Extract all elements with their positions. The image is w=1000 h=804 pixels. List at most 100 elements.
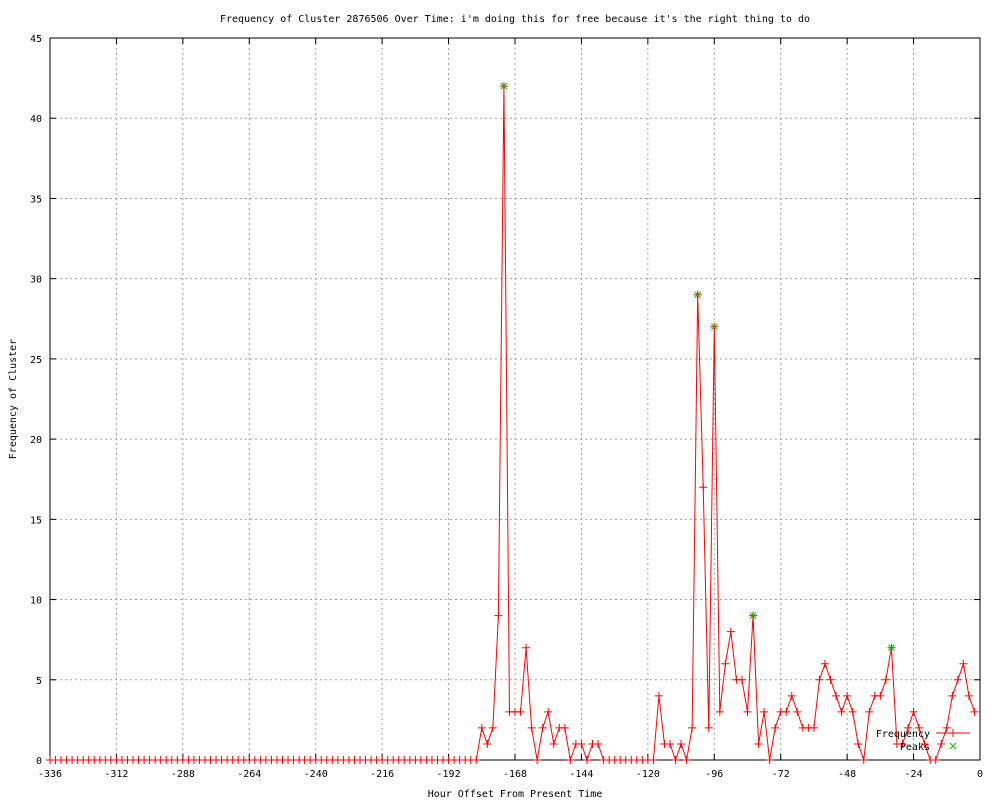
frequency-point <box>538 723 547 732</box>
frequency-point <box>477 723 486 732</box>
frequency-point <box>649 756 658 764</box>
frequency-point <box>898 739 907 748</box>
frequency-point <box>859 756 868 764</box>
frequency-point <box>677 739 686 748</box>
x-tick-label: -120 <box>636 769 660 780</box>
x-tick-label: -192 <box>437 769 461 780</box>
x-tick-label: 0 <box>977 769 983 780</box>
x-tick-label: -72 <box>772 769 790 780</box>
y-tick-label: 10 <box>30 596 42 607</box>
peak-point <box>694 291 702 299</box>
frequency-point <box>826 675 835 684</box>
axes: -336 -312 -288 -264 -240 -216 -192 -168 -144 -120… <box>30 34 983 780</box>
frequency-point <box>793 707 802 716</box>
legend-label-frequency: Frequency <box>876 729 930 740</box>
x-tick-label: -144 <box>569 769 593 780</box>
frequency-point <box>959 659 968 668</box>
frequency-point <box>704 723 713 732</box>
y-tick-label: 35 <box>30 194 42 205</box>
peak-point <box>710 323 718 331</box>
frequency-point <box>832 691 841 700</box>
y-tick-label: 40 <box>30 114 42 125</box>
grid <box>50 38 980 760</box>
frequency-point <box>577 739 586 748</box>
frequency-point <box>843 691 852 700</box>
frequency-point <box>904 723 913 732</box>
frequency-point <box>782 707 791 716</box>
plot-area <box>46 82 979 764</box>
frequency-point <box>948 691 957 700</box>
peak-point <box>888 644 895 652</box>
y-axis-label: Frequency of Cluster <box>8 339 19 459</box>
x-tick-label: -264 <box>237 769 261 780</box>
x-tick-label: -216 <box>370 769 394 780</box>
frequency-point <box>566 756 575 764</box>
frequency-point <box>787 691 796 700</box>
frequency-point <box>815 675 824 684</box>
frequency-point <box>560 723 569 732</box>
frequency-point <box>760 707 769 716</box>
frequency-point <box>721 659 730 668</box>
plot-border <box>49 37 981 761</box>
frequency-point <box>522 643 531 652</box>
frequency-point <box>754 739 763 748</box>
frequency-point <box>737 675 746 684</box>
frequency-point <box>671 756 680 764</box>
frequency-point <box>876 691 885 700</box>
frequency-point <box>527 723 536 732</box>
frequency-point <box>854 739 863 748</box>
x-tick-label: -336 <box>38 769 62 780</box>
frequency-point <box>494 611 503 620</box>
frequency-point <box>865 707 874 716</box>
frequency-point <box>483 739 492 748</box>
y-tick-label: 25 <box>30 355 42 366</box>
frequency-point <box>582 756 591 764</box>
frequency-point <box>549 739 558 748</box>
x-tick-label: -312 <box>104 769 128 780</box>
peak-point <box>749 612 757 619</box>
frequency-point <box>594 739 603 748</box>
y-tick-label: 20 <box>30 435 42 446</box>
frequency-point <box>654 691 663 700</box>
frequency-point <box>964 691 973 700</box>
frequency-line <box>50 86 975 762</box>
frequency-point <box>881 675 890 684</box>
frequency-point <box>472 756 481 764</box>
y-tick-label: 0 <box>36 756 42 767</box>
chart-title: Frequency of Cluster 2876506 Over Time: … <box>220 14 810 25</box>
legend-label-peaks: Peaks <box>900 742 930 753</box>
frequency-point <box>909 707 918 716</box>
frequency-point <box>516 707 525 716</box>
x-tick-label: -24 <box>905 769 923 780</box>
frequency-point <box>743 707 752 716</box>
x-tick-label: -48 <box>838 769 856 780</box>
frequency-point <box>715 707 724 716</box>
frequency-point <box>953 675 962 684</box>
frequency-point <box>666 739 674 748</box>
y-tick-label: 5 <box>36 676 42 687</box>
frequency-point <box>821 659 829 668</box>
x-axis-label: Hour Offset From Present Time <box>428 789 603 800</box>
peak-point <box>500 82 508 90</box>
frequency-point <box>937 739 946 748</box>
x-tick-label: -96 <box>705 769 723 780</box>
frequency-point <box>533 756 542 764</box>
frequency-point <box>765 756 774 764</box>
frequency-point <box>726 627 735 636</box>
frequency-point <box>931 756 940 764</box>
frequency-point <box>942 723 951 732</box>
x-tick-label: -288 <box>171 769 195 780</box>
frequency-point <box>970 707 979 716</box>
legend-marker-peaks <box>949 742 957 750</box>
frequency-point <box>848 707 857 716</box>
frequency-point <box>920 739 929 748</box>
x-tick-label: -168 <box>503 769 527 780</box>
frequency-point <box>488 723 497 732</box>
y-tick-label: 15 <box>30 515 42 526</box>
x-tick-label: -240 <box>304 769 328 780</box>
y-tick-label: 30 <box>30 275 42 286</box>
frequency-point <box>699 483 708 492</box>
frequency-point <box>688 723 697 732</box>
frequency-point <box>837 707 846 716</box>
